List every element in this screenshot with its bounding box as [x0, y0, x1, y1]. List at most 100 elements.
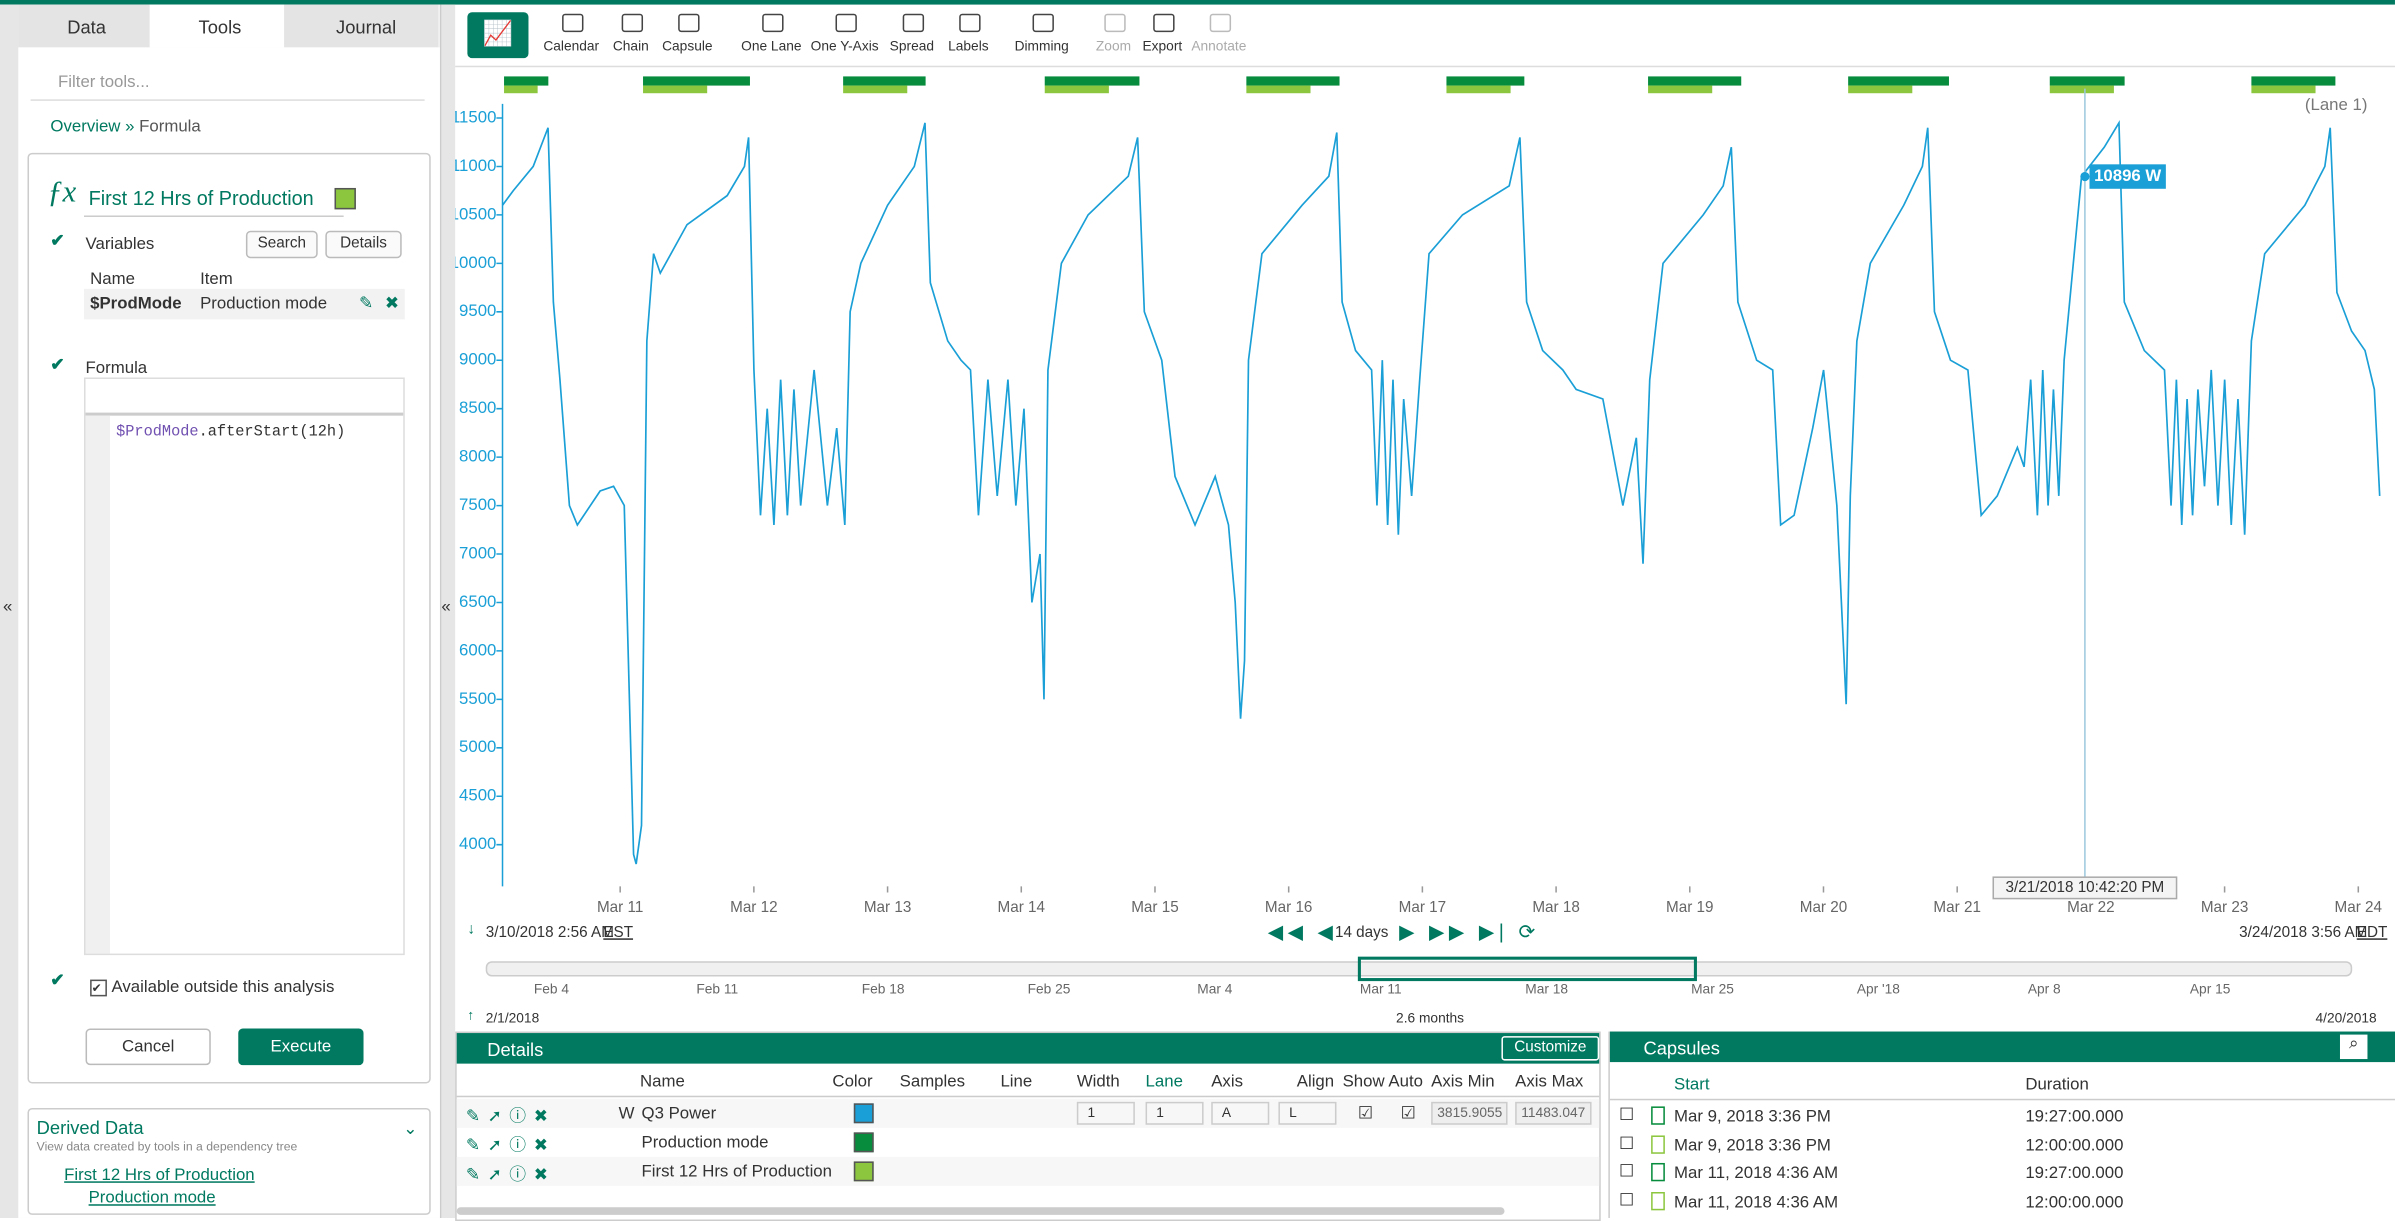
column-header[interactable]: Axis Max [1515, 1072, 1584, 1092]
collapse-strip[interactable]: « [0, 4, 19, 1218]
capsule-bar [2251, 85, 2316, 94]
range-nav[interactable]: ▶ ▶▶ ▶| ⟳ [1399, 919, 1540, 943]
row-icons[interactable]: ✎➚ⓘ✖ [465, 1136, 556, 1156]
column-header[interactable]: Name [639, 1072, 685, 1092]
left-panel: « Data Tools Journal Filter tools... Ove… [0, 4, 442, 1218]
column-header[interactable]: Lane [1145, 1072, 1183, 1092]
toolbar-label[interactable]: One Lane [741, 38, 802, 54]
toolbar-label[interactable]: Annotate [1191, 38, 1247, 54]
capsule-bar [843, 76, 926, 86]
x-tick-label: Mar 24 [2335, 899, 2383, 916]
details-panel: Details Customize Name Color Samples Line Wi… [455, 1031, 1601, 1221]
collapse-strip[interactable]: « [441, 4, 456, 1218]
range-duration[interactable]: 14 days [1334, 924, 1389, 942]
scrollbar[interactable] [456, 1207, 1505, 1215]
select[interactable]: A [1211, 1101, 1270, 1125]
column-header[interactable]: Width [1076, 1072, 1120, 1092]
label: Formula [85, 359, 148, 378]
item-name: Q3 Power [641, 1104, 717, 1124]
tab[interactable]: Journal [284, 4, 439, 48]
overview-selection[interactable] [1357, 956, 1697, 982]
range-end: 3/24/2018 3:56 AM [2239, 924, 2368, 942]
row-check[interactable]: ☐ [1619, 1106, 1635, 1125]
column-header[interactable]: Axis Min [1431, 1072, 1495, 1092]
check: ✔ [50, 971, 65, 991]
details-button[interactable]: Details [325, 230, 402, 259]
column-header[interactable]: Show [1342, 1072, 1385, 1092]
color-swatch[interactable] [853, 1132, 874, 1153]
color-swatch[interactable] [853, 1161, 874, 1182]
toolbar-label[interactable]: Export [1142, 38, 1183, 54]
derived-item[interactable]: Production mode [88, 1188, 216, 1208]
column-header[interactable]: Duration [2025, 1075, 2089, 1095]
column-header[interactable]: Line [1000, 1072, 1033, 1092]
toolbar-label[interactable]: Capsule [662, 38, 713, 54]
execute-button[interactable]: Execute [238, 1028, 364, 1066]
auto-check[interactable]: ☑ [1400, 1104, 1416, 1124]
capsule-bar [643, 76, 750, 86]
tab[interactable]: Tools [149, 4, 285, 48]
axis-input[interactable]: 3815.9055 [1431, 1101, 1508, 1125]
column-header[interactable]: Start [1674, 1075, 1710, 1095]
select-value: A [1221, 1104, 1232, 1121]
overview-tick: Mar 18 [1525, 981, 1569, 997]
filter-input[interactable]: Filter tools... [30, 66, 425, 101]
capsule-bar [1044, 76, 1140, 86]
toolbar-label[interactable]: Dimming [1014, 38, 1069, 54]
remove-icon[interactable]: ✖ [384, 294, 399, 314]
toolbar-label[interactable]: Chain [612, 38, 649, 54]
checkbox[interactable]: ✔ [90, 979, 107, 997]
customize-button[interactable]: Customize [1501, 1036, 1600, 1061]
show-check[interactable]: ☑ [1357, 1104, 1373, 1124]
capsule-bar [643, 85, 708, 94]
column-header[interactable]: Samples [899, 1072, 966, 1092]
column-header[interactable]: Axis [1211, 1072, 1243, 1092]
expand-icon[interactable]: ⌄ [403, 1120, 418, 1139]
row-icons[interactable]: ✎➚ⓘ✖ [465, 1107, 556, 1127]
overview-end: 4/20/2018 [2315, 1010, 2377, 1026]
y-tick-label: 8000 [459, 447, 496, 466]
cancel-button[interactable]: Cancel [85, 1028, 211, 1066]
toolbar-label[interactable]: Calendar [543, 38, 600, 54]
cursor-time: 3/21/2018 10:42:20 PM [2006, 879, 2165, 896]
zoom-button[interactable]: ⌕ [2339, 1034, 2368, 1060]
row-check[interactable]: ☐ [1619, 1162, 1635, 1182]
label: Customize [1514, 1039, 1587, 1056]
range-nav[interactable]: ◀◀ ◀ [1267, 919, 1338, 943]
capsule-icon [1651, 1106, 1665, 1125]
search-button[interactable]: Search [245, 230, 318, 259]
check: ✔ [50, 232, 65, 251]
select[interactable]: 1 [1076, 1101, 1135, 1125]
view-selector[interactable]: 📈 [467, 12, 529, 59]
breadcrumb-link[interactable]: Overview [50, 117, 121, 137]
formula-name[interactable]: First 12 Hrs of Production [84, 179, 344, 218]
y-tick-label: 7500 [459, 495, 496, 514]
capsule-icon [1651, 1191, 1665, 1210]
column-header[interactable]: Align [1296, 1072, 1335, 1092]
row-check[interactable]: ☐ [1619, 1134, 1635, 1154]
toolbar-label[interactable]: One Y-Axis [810, 38, 879, 54]
header-row-line [456, 1095, 1600, 1098]
column-header[interactable]: Auto [1388, 1072, 1423, 1092]
toolbar-label[interactable]: Zoom [1095, 38, 1132, 54]
tab[interactable]: Data [18, 4, 150, 48]
color-swatch[interactable] [853, 1103, 874, 1124]
cursor-dot [2080, 171, 2090, 182]
toolbar-label[interactable]: Labels [948, 38, 989, 54]
select[interactable]: L [1278, 1101, 1337, 1125]
row-icons[interactable]: ✎➚ⓘ✖ [465, 1166, 556, 1185]
overview-start: 2/1/2018 [485, 1010, 540, 1026]
axis-input[interactable]: 11483.047 [1515, 1101, 1592, 1125]
edit-icon[interactable]: ✎ [358, 294, 374, 314]
row-check[interactable]: ☐ [1619, 1191, 1635, 1210]
range-start-tz[interactable]: EST [603, 924, 634, 942]
color-swatch[interactable] [334, 187, 356, 210]
select[interactable]: 1 [1145, 1101, 1204, 1125]
code-editor[interactable]: $ProdMode.afterStart(12h) [84, 377, 405, 956]
toolbar-label[interactable]: Spread [889, 38, 935, 54]
derived-item[interactable]: First 12 Hrs of Production [64, 1166, 255, 1185]
range-end-tz[interactable]: EDT [2356, 924, 2388, 942]
capsule-bar [1246, 76, 1340, 86]
column-header[interactable]: Color [832, 1072, 873, 1092]
y-tick-label: 6500 [459, 592, 496, 611]
